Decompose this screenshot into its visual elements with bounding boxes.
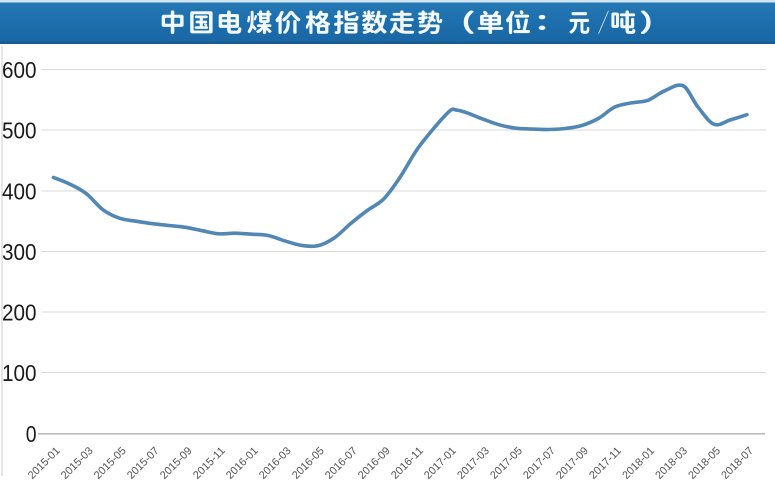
svg-text:400: 400 bbox=[2, 178, 37, 204]
svg-text:100: 100 bbox=[2, 360, 37, 386]
svg-text:0: 0 bbox=[26, 421, 37, 447]
svg-text:300: 300 bbox=[2, 239, 37, 265]
svg-text:200: 200 bbox=[2, 299, 37, 325]
svg-text:500: 500 bbox=[2, 117, 37, 143]
svg-text:600: 600 bbox=[2, 57, 37, 83]
